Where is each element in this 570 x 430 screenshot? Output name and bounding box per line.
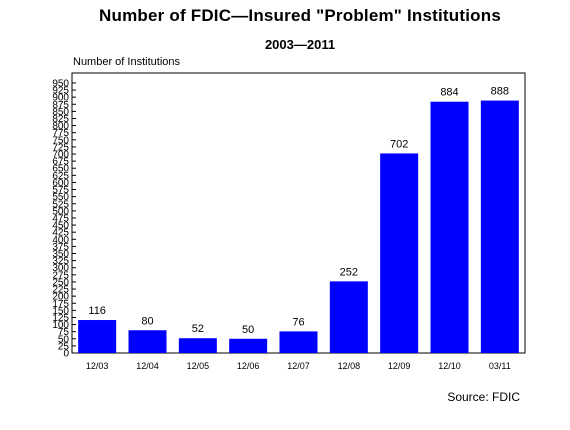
x-tick-label: 12/04 bbox=[136, 361, 159, 371]
y-tick-label: 375 bbox=[52, 242, 69, 253]
y-tick-label: 825 bbox=[52, 114, 69, 125]
x-tick-label: 12/06 bbox=[237, 361, 260, 371]
y-tick-label: 575 bbox=[52, 185, 69, 196]
data-label: 702 bbox=[390, 138, 408, 150]
y-tick-label: 775 bbox=[52, 128, 69, 139]
y-tick-label: 75 bbox=[58, 327, 70, 338]
y-tick-label: 725 bbox=[52, 142, 69, 153]
bar bbox=[380, 153, 419, 353]
y-tick-label: 450 bbox=[52, 221, 69, 232]
y-tick-label: 25 bbox=[58, 341, 70, 352]
bar bbox=[128, 330, 167, 353]
bar bbox=[178, 338, 217, 353]
x-tick-label: 12/07 bbox=[287, 361, 310, 371]
y-tick-label: 275 bbox=[52, 270, 69, 281]
x-axis: 12/03 12/04 12/05 12/06 12/07 12/08 12/09 12/10… bbox=[86, 361, 511, 371]
y-tick-label: 150 bbox=[52, 306, 69, 317]
y-tick-label: 225 bbox=[52, 285, 69, 296]
data-label: 884 bbox=[440, 87, 458, 99]
y-tick-label: 750 bbox=[52, 135, 69, 146]
y-tick-label: 525 bbox=[52, 199, 69, 210]
y-tick-label: 850 bbox=[52, 107, 69, 118]
y-tick-label: 800 bbox=[52, 121, 69, 132]
y-tick-label: 500 bbox=[52, 206, 69, 217]
data-label: 252 bbox=[340, 266, 358, 278]
x-tick-label: 12/09 bbox=[388, 361, 411, 371]
y-tick-label: 900 bbox=[52, 93, 69, 104]
y-tick-label: 50 bbox=[58, 334, 70, 345]
source-note: Source: FDIC bbox=[447, 390, 520, 404]
y-tick-label: 875 bbox=[52, 100, 69, 111]
bar bbox=[430, 101, 469, 353]
y-tick-label: 0 bbox=[63, 349, 69, 360]
x-tick-label: 12/03 bbox=[86, 361, 109, 371]
y-axis: 0255075100125150175200225250275300325350… bbox=[52, 78, 76, 360]
y-tick-label: 300 bbox=[52, 263, 69, 274]
bar bbox=[279, 331, 318, 353]
data-label: 80 bbox=[141, 315, 153, 327]
y-tick-label: 250 bbox=[52, 277, 69, 288]
y-tick-label: 175 bbox=[52, 299, 69, 310]
data-label: 50 bbox=[242, 324, 254, 336]
y-tick-label: 675 bbox=[52, 157, 69, 168]
x-tick-label: 12/05 bbox=[187, 361, 210, 371]
y-tick-label: 950 bbox=[52, 78, 69, 89]
bar bbox=[480, 100, 519, 353]
bar-series: 116 80 52 50 76 252 702 884 888 bbox=[78, 86, 519, 353]
y-tick-label: 425 bbox=[52, 228, 69, 239]
x-tick-label: 12/08 bbox=[338, 361, 361, 371]
y-tick-label: 550 bbox=[52, 192, 69, 203]
data-label: 52 bbox=[192, 323, 204, 335]
bar bbox=[78, 320, 117, 353]
y-tick-label: 700 bbox=[52, 150, 69, 161]
y-tick-label: 625 bbox=[52, 171, 69, 182]
y-tick-label: 600 bbox=[52, 178, 69, 189]
bar bbox=[329, 281, 368, 353]
chart-subtitle: 2003—2011 bbox=[264, 37, 336, 52]
y-tick-label: 200 bbox=[52, 292, 69, 303]
bar bbox=[229, 338, 268, 353]
chart-title: Number of FDIC—Insured "Problem" Institu… bbox=[99, 6, 501, 25]
y-tick-label: 325 bbox=[52, 256, 69, 267]
y-tick-label: 925 bbox=[52, 86, 69, 97]
y-tick-label: 125 bbox=[52, 313, 69, 324]
x-tick-label: 03/11 bbox=[489, 361, 511, 371]
x-tick-label: 12/10 bbox=[438, 361, 461, 371]
y-tick-label: 475 bbox=[52, 213, 69, 224]
y-tick-label: 650 bbox=[52, 164, 69, 175]
data-label: 76 bbox=[292, 316, 304, 328]
y-axis-label: Number of Institutions bbox=[73, 56, 180, 68]
data-label: 888 bbox=[491, 86, 509, 98]
y-tick-label: 400 bbox=[52, 235, 69, 246]
y-tick-label: 100 bbox=[52, 320, 69, 331]
data-label: 116 bbox=[88, 305, 106, 317]
y-tick-label: 350 bbox=[52, 249, 69, 260]
